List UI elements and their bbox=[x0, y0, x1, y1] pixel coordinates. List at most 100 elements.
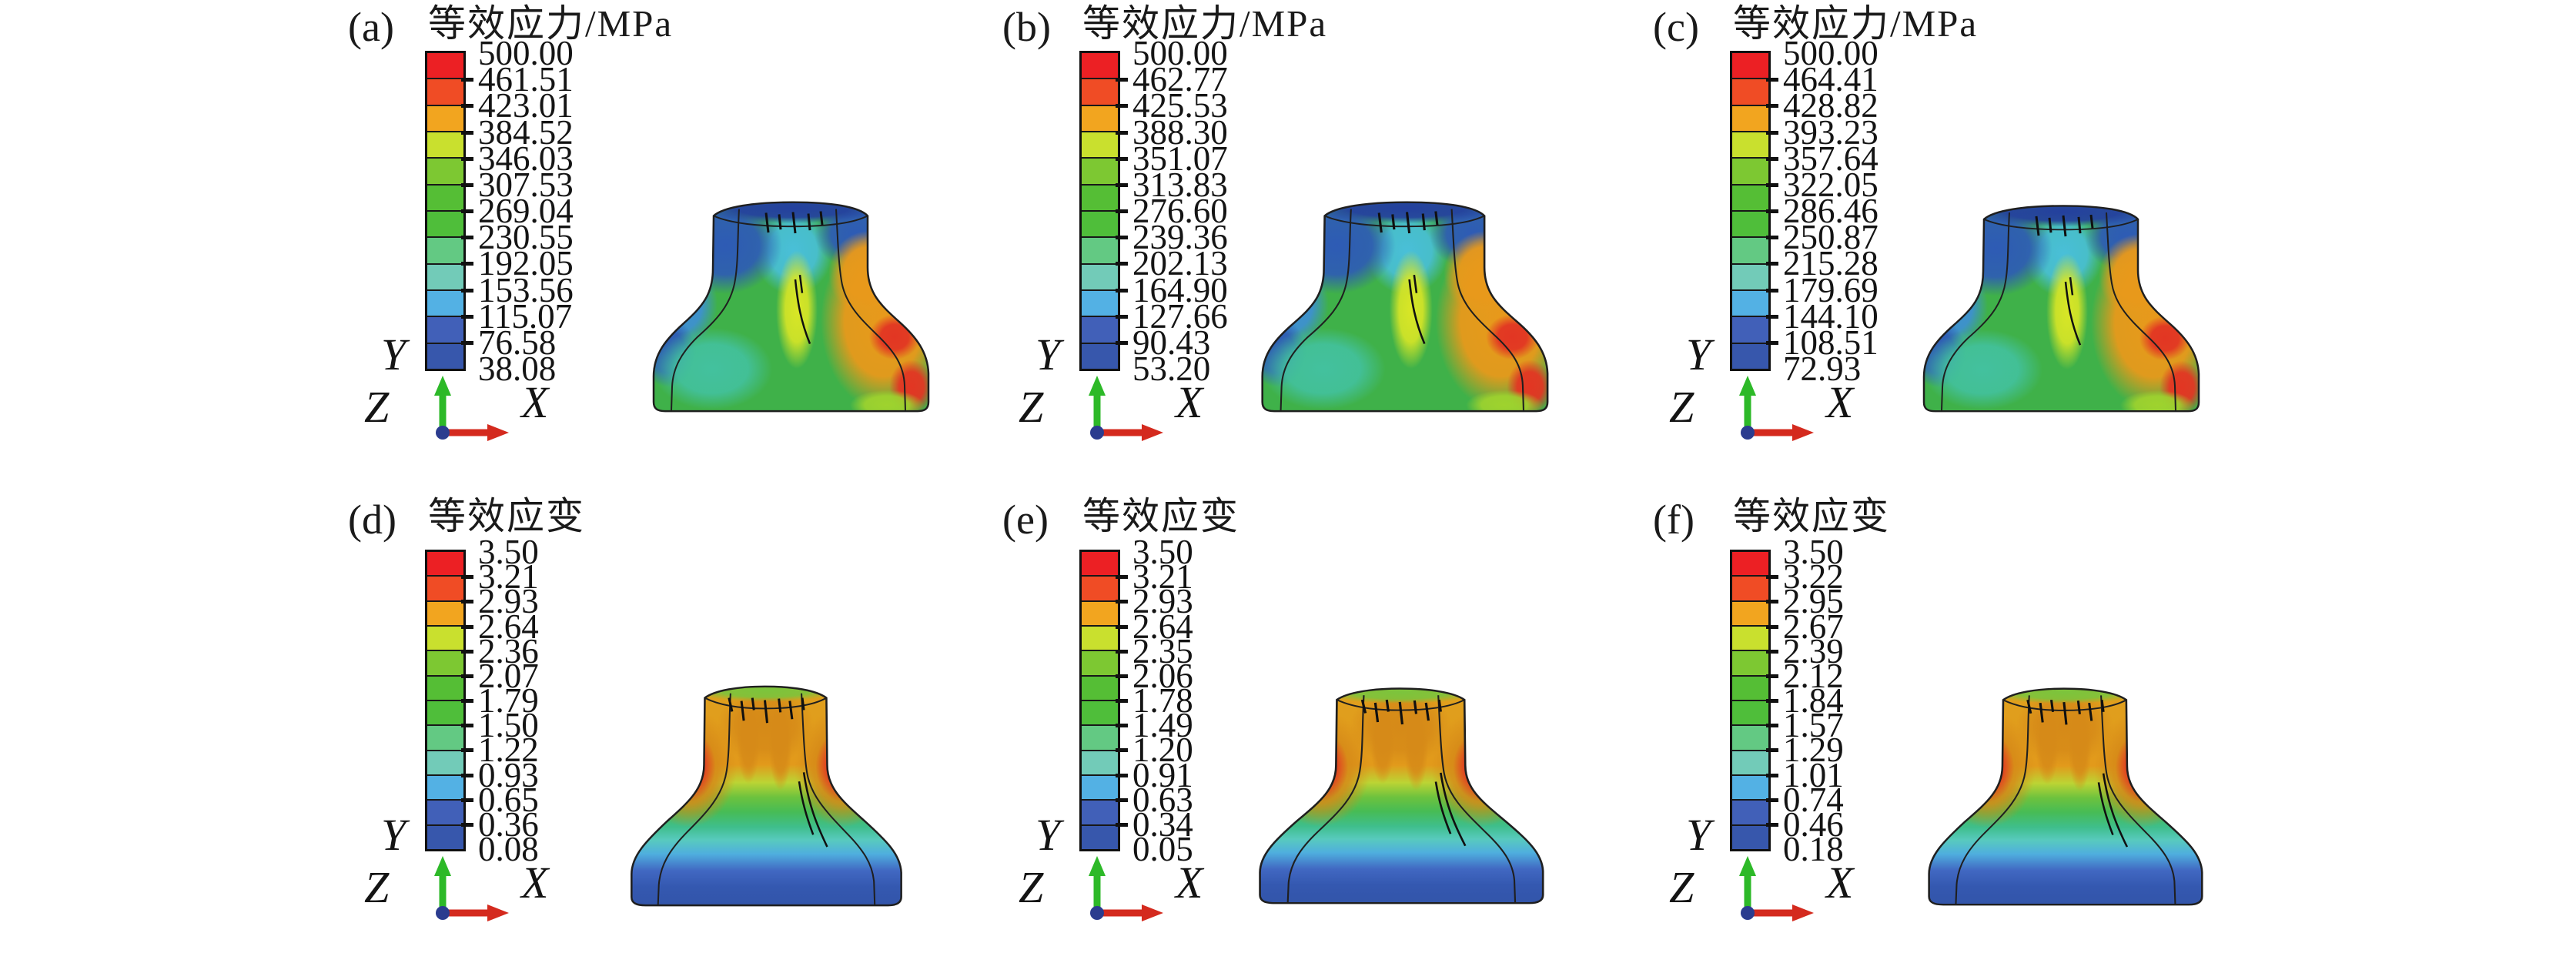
axis-triad: Y Z X bbox=[1012, 813, 1236, 951]
colorbar-value: 269.04 bbox=[478, 192, 574, 230]
axis-z-label: Z bbox=[1019, 382, 1044, 432]
colorbar-block bbox=[1082, 185, 1118, 212]
axis-z-label: Z bbox=[1669, 862, 1694, 912]
colorbar-block bbox=[1082, 626, 1118, 652]
colorbar-block bbox=[1732, 105, 1768, 132]
axis-arrows-icon bbox=[434, 856, 509, 921]
colorbar-value: 1.20 bbox=[1132, 731, 1193, 770]
colorbar-block bbox=[1732, 238, 1768, 265]
axis-x-label: X bbox=[1826, 377, 1854, 427]
colorbar-value: 1.01 bbox=[1783, 755, 1844, 794]
colorbar-block bbox=[1732, 79, 1768, 106]
colorbar-block bbox=[1732, 159, 1768, 186]
colorbar-value: 239.36 bbox=[1132, 218, 1228, 257]
colorbar-block bbox=[1082, 211, 1118, 239]
colorbar-block bbox=[1082, 317, 1118, 344]
colorbar-block bbox=[1732, 676, 1768, 701]
fea-model-strain bbox=[612, 675, 924, 911]
colorbar-value: 2.06 bbox=[1132, 656, 1193, 695]
axis-arrows-icon bbox=[1739, 856, 1814, 921]
colorbar-block bbox=[1082, 264, 1118, 291]
colorbar-block bbox=[1732, 801, 1768, 826]
colorbar-block bbox=[427, 700, 463, 727]
colorbar-value: 3.22 bbox=[1783, 557, 1844, 597]
colorbar-block bbox=[427, 132, 463, 159]
colorbar-block bbox=[1732, 552, 1768, 577]
colorbar-block bbox=[427, 53, 463, 80]
axis-y-label: Y bbox=[1035, 810, 1061, 860]
colorbar-value: 230.55 bbox=[478, 218, 574, 257]
colorbar-block bbox=[427, 626, 463, 652]
colorbar-block bbox=[1082, 53, 1118, 80]
colorbar-block bbox=[427, 726, 463, 751]
panel-e: (e) 等效应变 3.50 3.21 2.93 2.64 2.35 2.06 1.78 1.4… bbox=[993, 493, 1655, 973]
panel-title: 等效应力/MPa bbox=[1733, 2, 1979, 45]
colorbar-value: 0.65 bbox=[478, 780, 539, 819]
colorbar-value: 2.93 bbox=[478, 582, 539, 621]
colorbar-value: 276.60 bbox=[1132, 192, 1228, 230]
colorbar-block bbox=[1082, 79, 1118, 106]
axis-z-label: Z bbox=[1019, 862, 1044, 912]
colorbar-block bbox=[1732, 726, 1768, 751]
colorbar-value: 153.56 bbox=[478, 270, 574, 309]
colorbar bbox=[1730, 550, 1771, 851]
colorbar-block bbox=[1732, 751, 1768, 776]
colorbar-value: 313.83 bbox=[1132, 165, 1228, 204]
colorbar-value: 0.93 bbox=[478, 755, 539, 794]
colorbar-value: 307.53 bbox=[478, 165, 574, 204]
colorbar-block bbox=[1082, 676, 1118, 701]
panel-label: (c) bbox=[1653, 4, 1699, 50]
colorbar-block bbox=[1732, 185, 1768, 212]
colorbar-block bbox=[427, 825, 463, 849]
axis-x-label: X bbox=[521, 858, 549, 908]
panel-title: 等效应力/MPa bbox=[1082, 2, 1328, 45]
colorbar-value: 3.21 bbox=[478, 557, 539, 597]
axis-y-label: Y bbox=[381, 329, 406, 380]
colorbar-value: 179.69 bbox=[1783, 270, 1878, 309]
panel-f: (f) 等效应变 3.50 3.22 2.95 2.67 2.39 2.12 1.84 1.5… bbox=[1644, 493, 2306, 973]
panel-label: (b) bbox=[1002, 4, 1051, 50]
axis-arrows-icon bbox=[1089, 856, 1163, 921]
colorbar-value: 322.05 bbox=[1783, 165, 1878, 204]
colorbar-block bbox=[427, 79, 463, 106]
colorbar-value: 388.30 bbox=[1132, 112, 1228, 152]
axis-arrows-icon bbox=[1739, 376, 1814, 441]
colorbar-block bbox=[427, 601, 463, 627]
colorbar-block bbox=[1732, 700, 1768, 727]
colorbar-value: 1.22 bbox=[478, 731, 539, 770]
panel-title: 等效应变 bbox=[428, 495, 586, 537]
colorbar-value: 0.63 bbox=[1132, 780, 1193, 819]
colorbar-block bbox=[1082, 751, 1118, 776]
colorbar-value: 2.67 bbox=[1783, 607, 1844, 646]
axis-x-label: X bbox=[1826, 858, 1854, 908]
colorbar-block bbox=[427, 211, 463, 239]
colorbar-value: 461.51 bbox=[478, 60, 574, 99]
colorbar-value: 3.50 bbox=[1783, 533, 1844, 571]
panel-a: (a) 等效应力/MPa 500.00 461.51 423.01 384.52 346… bbox=[339, 0, 1001, 480]
fea-model-strain bbox=[1909, 677, 2225, 910]
colorbar-block bbox=[1732, 626, 1768, 652]
colorbar-block bbox=[427, 238, 463, 265]
colorbar-block bbox=[427, 775, 463, 801]
colorbar-value: 351.07 bbox=[1132, 139, 1228, 178]
fea-model-stress bbox=[639, 189, 947, 416]
panel-b: (b) 等效应力/MPa 500.00 462.77 425.53 388.30 351… bbox=[993, 0, 1655, 480]
colorbar-value: 462.77 bbox=[1132, 60, 1228, 99]
colorbar-value: 2.95 bbox=[1783, 582, 1844, 621]
colorbar-value: 346.03 bbox=[478, 139, 574, 178]
colorbar-value: 464.41 bbox=[1783, 60, 1878, 99]
colorbar-value: 2.39 bbox=[1783, 631, 1844, 670]
axis-triad: Y Z X bbox=[1012, 333, 1236, 471]
colorbar-block bbox=[1082, 577, 1118, 602]
axis-z-label: Z bbox=[364, 382, 390, 432]
colorbar-value: 1.49 bbox=[1132, 706, 1193, 745]
panel-title: 等效应变 bbox=[1082, 495, 1240, 537]
colorbar-block bbox=[1732, 343, 1768, 369]
fea-model-strain bbox=[1239, 677, 1567, 908]
axis-arrows-icon bbox=[434, 376, 509, 441]
colorbar-value: 2.07 bbox=[478, 656, 539, 695]
colorbar-block bbox=[427, 801, 463, 826]
colorbar bbox=[425, 51, 466, 371]
colorbar-value: 1.84 bbox=[1783, 681, 1844, 720]
axis-y-label: Y bbox=[1035, 329, 1061, 380]
